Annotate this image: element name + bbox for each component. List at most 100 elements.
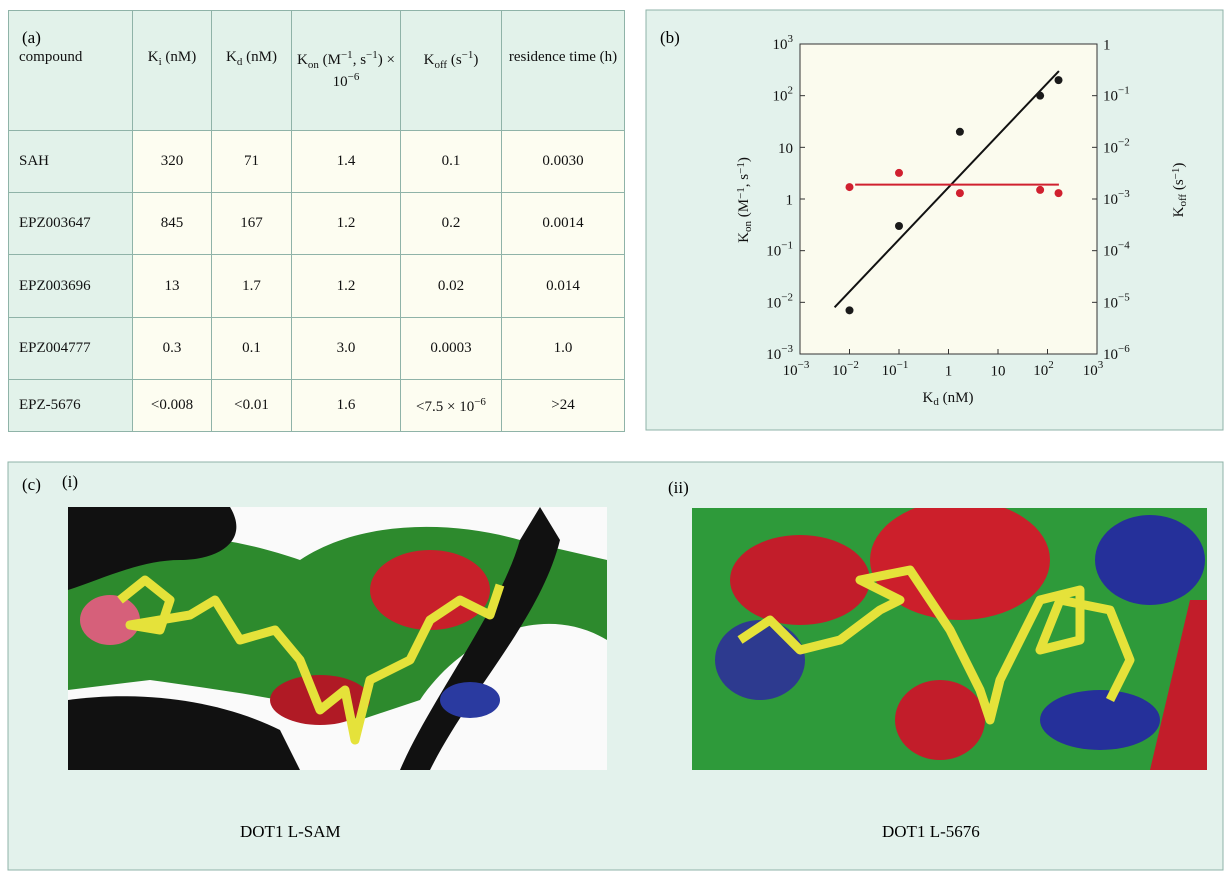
supscript: −1 <box>341 49 353 61</box>
data-point <box>1055 76 1063 84</box>
subscript: off <box>434 59 447 71</box>
panel-label: (c) <box>22 475 41 495</box>
table-cell: 0.0014 <box>502 193 625 255</box>
table-cell: 13 <box>133 255 212 318</box>
table-cell: EPZ003647 <box>9 193 133 255</box>
data-point <box>846 306 854 314</box>
supscript: −6 <box>474 396 486 408</box>
text-part: ) <box>736 157 752 162</box>
table-cell: 1.4 <box>292 131 401 193</box>
structure-image <box>68 507 607 770</box>
text-part: K <box>923 390 934 406</box>
table-cell: 0.0030 <box>502 131 625 193</box>
text-part: <7.5 × 10 <box>416 399 474 415</box>
data-point <box>846 183 854 191</box>
table-cell: <0.01 <box>212 380 292 432</box>
text-part: , s <box>353 52 366 68</box>
supscript: −6 <box>348 71 360 83</box>
table-cell: 1.6 <box>292 380 401 432</box>
plot-area <box>800 44 1097 354</box>
header-cell: Ki (nM) <box>133 11 212 131</box>
subscript: off <box>1177 194 1189 207</box>
panel-label: (a) <box>22 28 41 48</box>
image-caption: DOT1 L-5676 <box>882 822 980 842</box>
subscript: on <box>308 59 319 71</box>
data-point <box>956 128 964 136</box>
text-part: (M <box>736 199 752 221</box>
table-cell: 1.7 <box>212 255 292 318</box>
data-point <box>895 222 903 230</box>
text-part: (M <box>319 52 341 68</box>
header-cell: Kd (nM) <box>212 11 292 131</box>
text-part: (s <box>1171 179 1187 194</box>
table-cell: 320 <box>133 131 212 193</box>
table-cell: 71 <box>212 131 292 193</box>
text-part: ) <box>1171 163 1187 168</box>
table-cell: 845 <box>133 193 212 255</box>
text-part: K <box>226 49 237 65</box>
header-cell: Koff (s−1) <box>401 11 502 131</box>
text-part: (nM) <box>162 49 197 65</box>
x-axis-label: Kd (nM) <box>923 390 974 408</box>
table-row: EPZ-5676<0.008<0.011.6<7.5 × 10−6>24 <box>9 380 625 432</box>
text-part: K <box>148 49 159 65</box>
image-label: (i) <box>62 472 78 492</box>
data-point <box>1036 92 1044 100</box>
table-cell: 0.014 <box>502 255 625 318</box>
structure-image <box>692 500 1207 770</box>
text-part: K <box>1171 206 1187 217</box>
data-point <box>956 189 964 197</box>
table-cell: 0.2 <box>401 193 502 255</box>
page: 10−310−210−111010210310−310−210−11101021… <box>0 0 1231 877</box>
supscript: −1 <box>366 49 378 61</box>
table-cell: >24 <box>502 380 625 432</box>
table-cell: 0.3 <box>133 318 212 380</box>
x-tick-label: 1 <box>945 363 953 379</box>
image-label: (ii) <box>668 478 689 498</box>
table-cell: <0.008 <box>133 380 212 432</box>
table-cell: EPZ-5676 <box>9 380 133 432</box>
supscript: −1 <box>735 187 747 199</box>
text-part: , s <box>736 174 752 188</box>
table-cell: 3.0 <box>292 318 401 380</box>
image-caption: DOT1 L-SAM <box>240 822 341 842</box>
text-part: (s <box>447 52 462 68</box>
text-part: K <box>297 52 308 68</box>
table-cell: 0.1 <box>212 318 292 380</box>
table-cell: 1.2 <box>292 193 401 255</box>
header-cell: Kon (M−1, s−1) × 10−6 <box>292 11 401 131</box>
y-tick-label: 1 <box>786 192 794 208</box>
table-cell: 167 <box>212 193 292 255</box>
text-part: K <box>736 232 752 243</box>
table-cell: 1.0 <box>502 318 625 380</box>
table-cell: 1.2 <box>292 255 401 318</box>
panel-label: (b) <box>660 28 680 48</box>
subscript: on <box>742 221 754 233</box>
table-cell: 0.0003 <box>401 318 502 380</box>
data-point <box>1055 189 1063 197</box>
header-row: compoundKi (nM)Kd (nM)Kon (M−1, s−1) × 1… <box>9 11 625 131</box>
supscript: −1 <box>462 49 474 61</box>
text-part: (nM) <box>242 49 277 65</box>
table-cell: EPZ004777 <box>9 318 133 380</box>
x-tick-label: 10 <box>991 363 1006 379</box>
table-cell: 0.02 <box>401 255 502 318</box>
table-cell: 0.1 <box>401 131 502 193</box>
supscript: −1 <box>1170 168 1182 180</box>
text-part: (nM) <box>939 390 974 406</box>
y2-tick-label: 1 <box>1103 37 1111 53</box>
y-tick-label: 10 <box>778 141 793 157</box>
header-cell: residence time (h) <box>502 11 625 131</box>
text-part: K <box>424 52 435 68</box>
text-part: ) <box>473 52 478 68</box>
data-point <box>1036 186 1044 194</box>
table-cell: SAH <box>9 131 133 193</box>
supscript: −1 <box>735 162 747 174</box>
data-point <box>895 169 903 177</box>
table-cell: <7.5 × 10−6 <box>401 380 502 432</box>
